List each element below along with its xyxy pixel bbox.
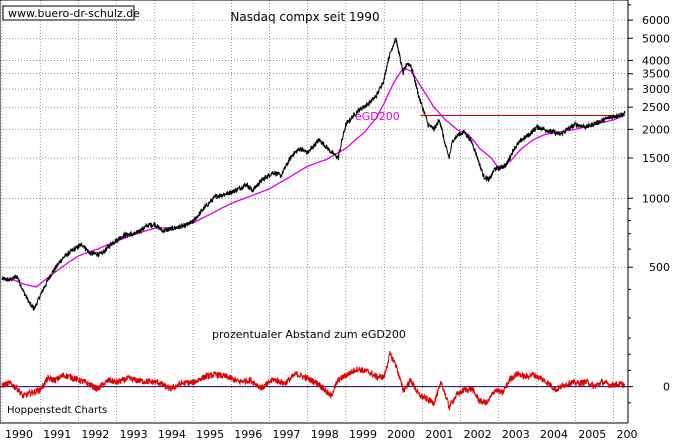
x-tick-label: 1990 (5, 428, 33, 440)
x-tick-label: 1991 (43, 428, 71, 440)
y-tick-label: 5000 (642, 32, 670, 45)
chart-title: Nasdaq compx seit 1990 (230, 10, 379, 24)
x-tick-label: 1992 (81, 428, 109, 440)
x-tick-label: 2005 (578, 428, 606, 440)
series-nasdaq (1, 37, 626, 312)
source-label: Hoppenstedt Charts (7, 405, 107, 416)
x-tick-label: 2003 (502, 428, 530, 440)
x-tick-label: 1998 (311, 428, 339, 440)
y-tick-label: 1000 (642, 192, 670, 205)
egd200-label: eGD200 (355, 110, 400, 123)
x-tick-label: 200 (616, 428, 637, 440)
y-tick-label: 4000 (642, 54, 670, 67)
x-tick-label: 2004 (540, 428, 568, 440)
x-tick-label: 2000 (387, 428, 415, 440)
grid (0, 0, 628, 423)
x-tick-label: 1994 (158, 428, 186, 440)
x-tick-label: 1996 (234, 428, 262, 440)
watermark-text: www.buero-dr-schulz.de (8, 7, 140, 20)
oscillator-y-tick-label: 0 (663, 381, 670, 394)
x-tick-label: 2001 (425, 428, 453, 440)
y-tick-label: 2500 (642, 101, 670, 114)
y-tick-label: 1500 (642, 152, 670, 165)
x-tick-label: 1999 (349, 428, 377, 440)
oscillator-series-layer (1, 350, 626, 411)
x-tick-label: 1993 (120, 428, 148, 440)
x-tick-label: 1997 (273, 428, 301, 440)
oscillator-title: prozentualer Abstand zum eGD200 (212, 328, 406, 341)
watermark-box (2, 5, 135, 21)
main-series-layer (1, 37, 626, 312)
y-tick-label: 2000 (642, 123, 670, 136)
y-tick-label: 500 (649, 261, 670, 274)
series-oscillator (1, 350, 626, 411)
series-egd200 (1, 67, 626, 288)
x-tick-label: 1995 (196, 428, 224, 440)
x-tick-label: 2002 (464, 428, 492, 440)
y-tick-label: 3500 (642, 68, 670, 81)
y-tick-label: 6000 (642, 14, 670, 27)
x-tick-labels: 1990 1991 1992 1993 1994 1995 1996 1997 1998 1999… (5, 428, 637, 440)
y-tick-label: 3000 (642, 83, 670, 96)
